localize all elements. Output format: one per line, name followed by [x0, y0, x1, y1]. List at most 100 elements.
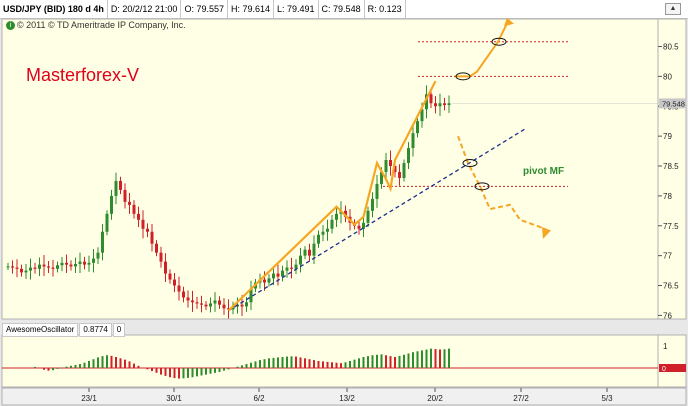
touch-marker: [491, 37, 507, 46]
time-axis: [1, 387, 687, 406]
copyright-text: © 2011 © TD Ameritrade IP Company, Inc.: [17, 20, 186, 30]
candle-body: [429, 94, 433, 104]
time-tick-label: 23/1: [81, 394, 97, 403]
info-icon: i: [6, 21, 15, 31]
touch-marker: [455, 72, 471, 81]
candle-body: [110, 195, 113, 214]
time-tick-label: 13/2: [339, 394, 355, 403]
candle-body: [56, 265, 59, 269]
candle-body: [447, 103, 451, 106]
oscillator-zero-tag: [659, 364, 686, 372]
last-price-tag: 79.548: [452, 98, 686, 109]
bearish-arrowhead: [542, 226, 551, 239]
price-tick-label: 77: [663, 252, 672, 261]
candle-body: [420, 109, 424, 122]
time-tick-label: 27/2: [513, 394, 529, 403]
candle-body: [60, 262, 64, 266]
candle-body: [20, 268, 23, 273]
candle-body: [87, 262, 91, 265]
candle-body: [231, 306, 235, 310]
bearish-projection: [457, 135, 546, 230]
date-readout: D: 20/2/12 21:00: [108, 0, 182, 18]
price-tick-label: 76: [663, 311, 672, 320]
candle-body: [393, 166, 397, 172]
candle-body: [299, 255, 302, 265]
candle-body: [294, 264, 298, 269]
candle-body: [357, 225, 361, 229]
candle-body: [245, 302, 248, 307]
last-price-label: 79.548: [662, 99, 685, 108]
candle-body: [141, 219, 145, 229]
candle-body: [38, 264, 41, 269]
candles: [6, 85, 451, 319]
oscillator-value: 0.8774: [79, 323, 112, 337]
price-tick-label: 80: [663, 72, 672, 81]
candle-body: [168, 273, 172, 280]
bullish-arrowhead: [504, 18, 514, 27]
candle-body: [155, 243, 158, 253]
candle-body: [321, 231, 325, 235]
candle-body: [290, 267, 293, 269]
candle-body: [407, 148, 410, 164]
candle-body: [182, 291, 185, 298]
candle-body: [375, 183, 379, 199]
price-axis: [657, 18, 687, 320]
candle-body: [317, 234, 320, 244]
candle-body: [164, 261, 167, 274]
candle-body: [191, 300, 194, 303]
candle-body: [276, 273, 280, 277]
candle-body: [227, 308, 230, 310]
candle-body: [119, 180, 122, 190]
copyright-notice: i © 2011 © TD Ameritrade IP Company, Inc.: [6, 20, 186, 31]
quote-header: USD/JPY (BID) 180 d 4h D: 20/2/12 21:00 O:…: [0, 0, 688, 19]
candle-body: [434, 103, 437, 107]
candle-body: [416, 121, 419, 134]
time-tick-label: 5/3: [601, 394, 613, 403]
candle-body: [83, 261, 86, 265]
candle-body: [47, 266, 50, 268]
candle-body: [281, 270, 284, 277]
candle-body: [303, 249, 307, 256]
price-tick-label: 79: [663, 132, 672, 141]
candle-body: [308, 249, 311, 256]
price-tick-label: 77.5: [663, 222, 679, 231]
collapse-button[interactable]: ▲: [665, 3, 681, 15]
candle-body: [218, 300, 221, 305]
candle-body: [425, 94, 428, 110]
price-pane: [1, 18, 659, 320]
candle-body: [371, 198, 374, 211]
brand-watermark: Masterforex-V: [26, 65, 140, 85]
time-tick-label: 30/1: [166, 394, 182, 403]
price-tick-label: 78.5: [663, 162, 679, 171]
candle-body: [159, 252, 163, 262]
candle-body: [42, 264, 46, 267]
oscillator-zero: 0: [112, 323, 126, 337]
candle-body: [65, 262, 68, 265]
candle-body: [326, 228, 329, 232]
candle-body: [200, 303, 203, 305]
candle-body: [267, 278, 271, 283]
time-tick-label: 20/2: [427, 394, 443, 403]
candle-body: [92, 258, 95, 263]
low-readout: L: 79.491: [274, 0, 319, 18]
oscillator-name[interactable]: AwesomeOscillator: [2, 323, 79, 337]
time-axis-ticks: 23/1 30/1 6/2 13/2 20/2 27/2 5/3: [81, 388, 613, 403]
oscillator-header: AwesomeOscillator 0.8774 0: [2, 323, 126, 337]
trend-line: [228, 128, 526, 312]
high-readout: H: 79.614: [228, 0, 274, 18]
symbol-label[interactable]: USD/JPY (BID) 180 d 4h: [0, 0, 108, 18]
candle-body: [195, 302, 199, 304]
candle-body: [209, 303, 212, 307]
candle-body: [137, 213, 140, 220]
touch-marker: [462, 159, 478, 168]
oscillator-axis: [657, 334, 687, 388]
price-tick-label: 76.5: [663, 282, 679, 291]
candle-body: [123, 189, 127, 202]
candle-body: [204, 304, 208, 307]
candle-body: [24, 270, 28, 273]
candle-body: [173, 279, 176, 286]
candle-body: [78, 261, 82, 265]
candle-body: [263, 279, 266, 283]
